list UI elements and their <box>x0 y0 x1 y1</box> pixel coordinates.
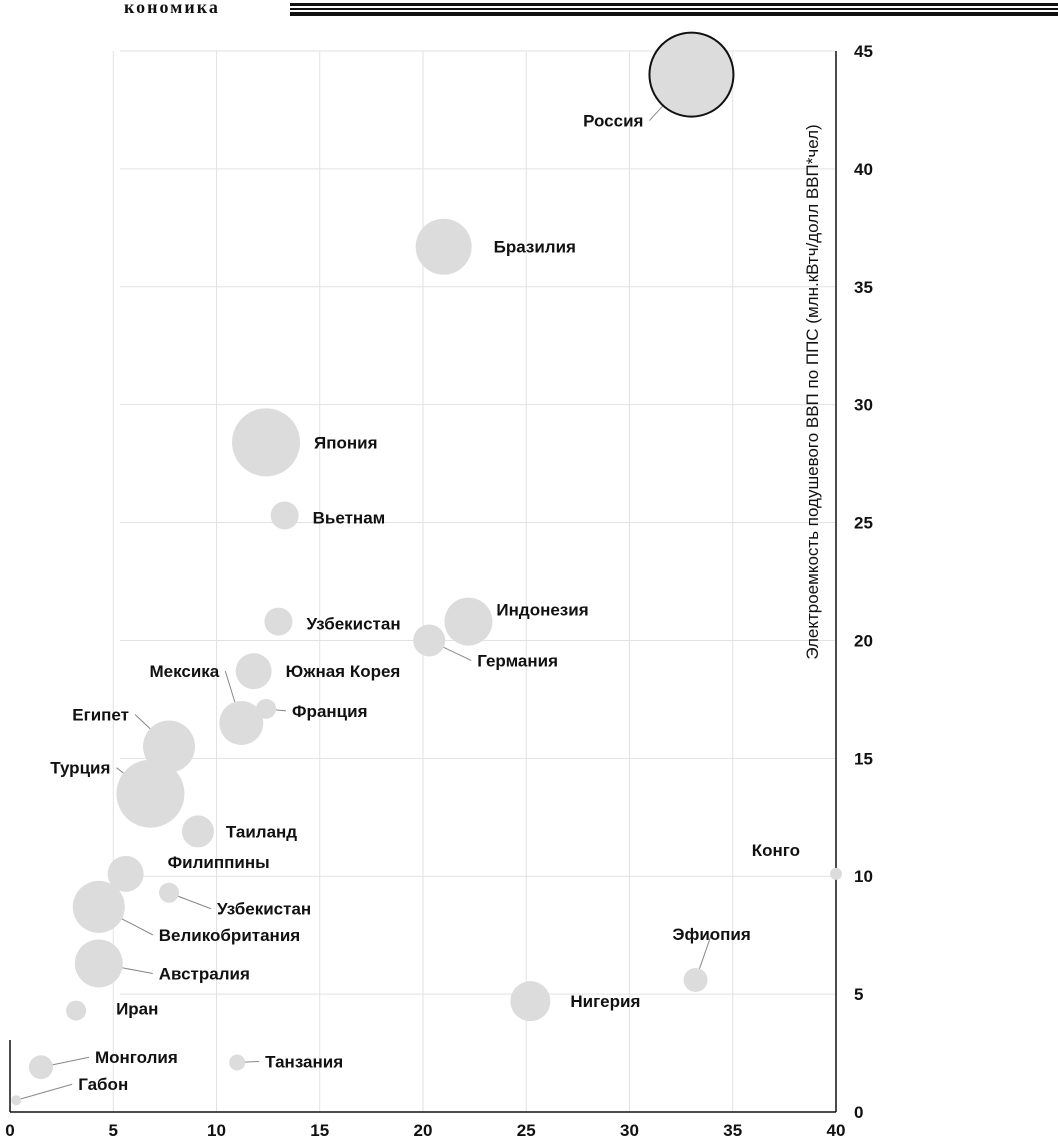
bubble-point <box>510 981 551 1022</box>
bubble-point <box>270 501 299 530</box>
x-tick-label: 10 <box>207 1121 226 1140</box>
bubble-point <box>830 867 842 880</box>
bubble-point <box>683 967 708 992</box>
chart-axes <box>9 51 837 1113</box>
y-tick-label: 0 <box>854 1103 863 1122</box>
x-tick-label: 40 <box>827 1121 846 1140</box>
bubble-label: Великобритания <box>159 926 300 945</box>
bubble-point <box>11 1095 22 1106</box>
bubble-label: Танзания <box>265 1052 343 1071</box>
bubble-label: Нигерия <box>570 992 640 1011</box>
bubble-point <box>415 218 472 275</box>
bubble-point <box>256 698 277 719</box>
bubble-label: Монголия <box>95 1048 178 1067</box>
x-tick-label: 0 <box>5 1121 14 1140</box>
bubble-label: Узбекистан <box>217 900 311 919</box>
bubble-point <box>229 1054 246 1071</box>
bubble-point <box>648 31 735 118</box>
bubble-label: Франция <box>292 702 367 721</box>
y-tick-label: 5 <box>854 985 863 1004</box>
bubble-label: Египет <box>72 706 129 725</box>
bubble-point <box>72 880 125 933</box>
x-tick-label: 30 <box>620 1121 639 1140</box>
label-leader-lines <box>16 74 713 1101</box>
bubble-label: Германия <box>477 651 558 670</box>
x-tick-label: 35 <box>723 1121 742 1140</box>
bubble-label: Россия <box>583 112 643 131</box>
x-tick-label: 25 <box>517 1121 536 1140</box>
bubble-label: Австралия <box>159 964 250 983</box>
bubble-label: Таиланд <box>226 822 297 841</box>
bubble-label: Эфиопия <box>672 925 750 944</box>
y-tick-label: 10 <box>854 867 873 886</box>
x-tick-label: 15 <box>310 1121 329 1140</box>
bubble-label: Узбекистан <box>306 615 400 634</box>
leader-line <box>16 1083 73 1101</box>
y-tick-label: 35 <box>854 278 873 297</box>
bubble-label: Япония <box>314 433 378 452</box>
y-tick-label: 15 <box>854 749 873 768</box>
bubble-label: Индонезия <box>496 601 588 620</box>
x-tick-label: 20 <box>414 1121 433 1140</box>
chart-grid <box>112 50 836 1112</box>
bubble-label: Конго <box>752 841 800 860</box>
y-tick-label: 45 <box>854 42 873 61</box>
bubble-label: Южная Корея <box>286 662 401 681</box>
bubble-point <box>28 1055 53 1080</box>
bubble-point <box>444 597 493 646</box>
bubble-labels: Россия Бразилия Япония Вьетнам Узбекистан Инд… <box>50 112 800 1095</box>
y-tick-label: 20 <box>854 631 873 650</box>
header-rule <box>290 3 1058 17</box>
bubble-point <box>264 607 293 636</box>
y-axis-label: Электроемкость подушевого ВВП по ППС (мл… <box>803 124 822 659</box>
y-tick-label: 25 <box>854 514 873 533</box>
bubble-point <box>116 759 185 828</box>
page-header-fragment: кономика <box>124 0 220 17</box>
y-tick-label: 30 <box>854 396 873 415</box>
chart-bubbles <box>11 31 842 1106</box>
bubble-label: Мексика <box>149 662 219 681</box>
bubble-label: Габон <box>78 1075 128 1094</box>
bubble-point <box>66 1000 87 1021</box>
bubble-label: Иран <box>116 1000 158 1019</box>
y-tick-label: 40 <box>854 160 873 179</box>
bubble-point <box>181 815 214 848</box>
bubble-point <box>232 408 301 477</box>
bubble-label: Филиппины <box>168 853 270 872</box>
bubble-label: Вьетнам <box>313 508 386 527</box>
bubble-point <box>235 653 272 690</box>
bubble-point <box>219 700 264 745</box>
bubble-point <box>159 882 180 903</box>
bubble-label: Турция <box>50 759 110 778</box>
bubble-point <box>413 624 446 657</box>
bubble-point <box>107 855 144 892</box>
bubble-point <box>74 939 123 988</box>
x-tick-label: 5 <box>109 1121 118 1140</box>
bubble-point <box>143 720 196 773</box>
tick-labels: 0 5 10 15 20 25 30 35 40 0 5 10 15 20 25 30 35 40 45 <box>5 42 873 1140</box>
bubble-label: Бразилия <box>494 238 576 257</box>
